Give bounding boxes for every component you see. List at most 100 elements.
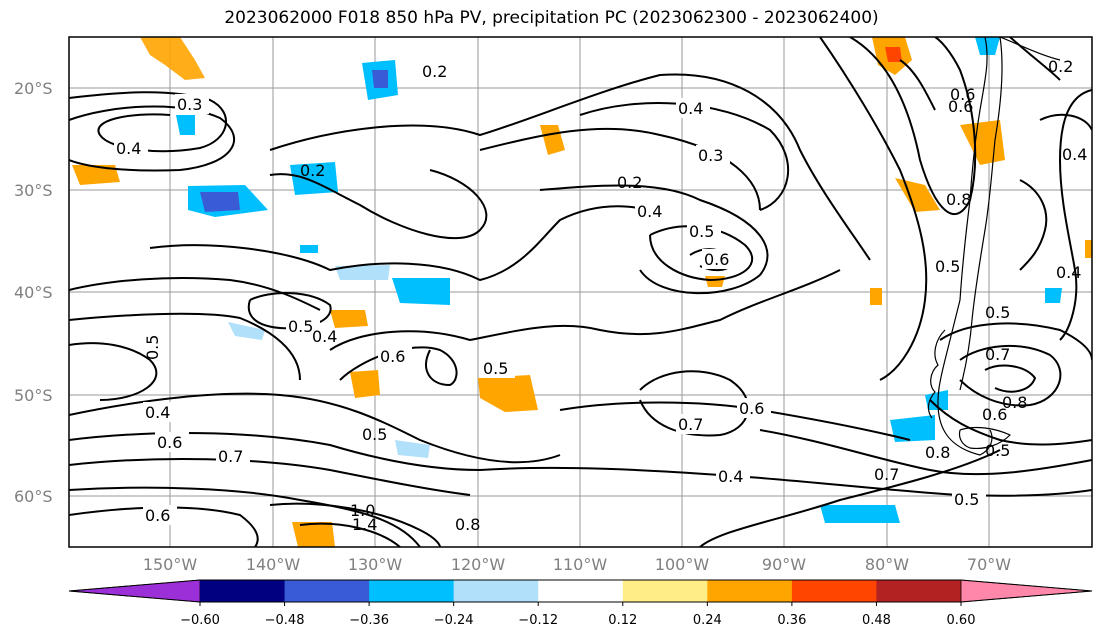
contour-label: 1.0: [350, 501, 375, 520]
pv-contour: [69, 486, 421, 547]
colorbar-segment: [284, 580, 370, 602]
contour-label: 0.3: [177, 95, 202, 114]
pv-contour: [699, 449, 1001, 547]
map-frame: [68, 36, 1093, 548]
pv-contour: [539, 184, 769, 295]
pv-contour: [69, 342, 158, 401]
south-america-coast: [937, 37, 993, 456]
pv-contour: [1019, 179, 1048, 271]
pv-contour: [1058, 89, 1092, 341]
contour-label: 0.2: [1048, 57, 1073, 76]
precip-blob: [925, 390, 948, 410]
contour-label: 0.5: [689, 222, 714, 241]
pv-contours: [69, 37, 1092, 547]
contour-label: 0.6: [380, 347, 405, 366]
contour-label: 0.2: [422, 62, 447, 81]
colorbar-tick-label: 0.60: [947, 613, 976, 628]
lat-tick-label: 30°S: [14, 181, 53, 200]
pv-contour: [269, 73, 871, 261]
colorbar-segment: [876, 580, 962, 602]
coast-east: [999, 37, 1061, 61]
contour-label: 0.5: [935, 257, 960, 276]
precip-blob: [820, 505, 900, 523]
precip-blob: [890, 415, 935, 442]
pv-contour: [479, 127, 761, 211]
precip-blob: [1085, 240, 1092, 258]
pv-contour: [299, 522, 401, 547]
precip-blob: [885, 47, 902, 62]
pv-contour: [69, 457, 471, 496]
lon-tick-label: 80°W: [865, 555, 909, 574]
gridlines: [69, 37, 1092, 547]
tierra-del-fuego: [958, 426, 1012, 450]
pv-contour: [269, 169, 488, 240]
pv-contour: [1009, 37, 1061, 81]
contour-label: 0.4: [1062, 145, 1087, 164]
pv-contour: [819, 37, 928, 381]
contour-label: 0.4: [312, 327, 337, 346]
contour-label: 0.6: [950, 85, 975, 104]
pv-contour: [959, 344, 1062, 407]
colorbar-tick-label: −0.12: [518, 613, 558, 628]
colorbar-segment: [791, 580, 877, 602]
pv-contour: [69, 506, 259, 547]
contour-label: 0.2: [617, 173, 642, 192]
map-title: 2023062000 F018 850 hPa PV, precipitatio…: [224, 8, 879, 28]
colorbar-segment: [369, 580, 455, 602]
contour-label: 0.4: [145, 403, 170, 422]
contour-label: 0.8: [455, 515, 480, 534]
precip-blob: [975, 37, 1000, 55]
lat-tick-label: 50°S: [14, 386, 53, 405]
colorbar-segment: [960, 579, 1093, 603]
contour-label: 0.5: [954, 490, 979, 509]
precip-blob: [140, 37, 205, 80]
contour-label: 0.6: [739, 399, 764, 418]
contour-label: 0.6: [157, 433, 182, 452]
contour-label: 0.7: [678, 415, 703, 434]
colorbar-segment: [200, 580, 286, 602]
precip-blob: [350, 370, 380, 398]
lon-tick-label: 90°W: [762, 555, 806, 574]
contour-label: 0.5: [143, 335, 162, 360]
colorbar-segment: [68, 579, 201, 603]
pv-contour: [339, 346, 458, 387]
pv-contour: [759, 429, 1092, 476]
contour-label: 0.4: [116, 139, 141, 158]
contour-label: 1.4: [352, 515, 377, 534]
lon-tick-label: 130°W: [348, 555, 403, 574]
lat-tick-label: 40°S: [14, 283, 53, 302]
lon-tick-label: 150°W: [143, 555, 198, 574]
lat-axis: 20°S 30°S 40°S 50°S 60°S: [14, 79, 53, 506]
lon-tick-label: 110°W: [553, 555, 608, 574]
pv-contour: [69, 432, 481, 471]
contour-label: 0.7: [874, 465, 899, 484]
pv-contour: [939, 322, 1092, 361]
contour-label: 0.2: [300, 161, 325, 180]
precip-blob: [200, 192, 240, 212]
pv-contour: [929, 399, 1092, 446]
colorbar-tick-label: 0.24: [693, 613, 722, 628]
pv-contour: [69, 91, 227, 153]
colorbar-tick-label: 0.36: [777, 613, 806, 628]
contour-label: 0.7: [218, 447, 243, 466]
colorbar-segment: [707, 580, 793, 602]
colorbar-tick-label: −0.36: [349, 613, 389, 628]
lon-tick-label: 70°W: [967, 555, 1011, 574]
lon-tick-label: 140°W: [246, 555, 301, 574]
lat-tick-label: 60°S: [14, 487, 53, 506]
precip-blob: [1045, 288, 1062, 303]
lon-axis: 150°W 140°W 130°W 120°W 110°W 100°W 90°W…: [143, 555, 1011, 574]
contour-label: 0.6: [145, 506, 170, 525]
contour-label: 0.8: [946, 190, 971, 209]
precip-blob: [176, 115, 195, 135]
precip-blob: [72, 165, 120, 185]
pv-contour: [984, 364, 1037, 393]
pv-contour: [69, 277, 321, 311]
pv-contour: [69, 312, 301, 381]
colorbar-tick-label: −0.24: [434, 613, 474, 628]
contour-label: 0.4: [718, 467, 743, 486]
pv-contour: [329, 269, 841, 351]
andes-border: [959, 37, 1003, 391]
precip-blob: [392, 278, 450, 305]
